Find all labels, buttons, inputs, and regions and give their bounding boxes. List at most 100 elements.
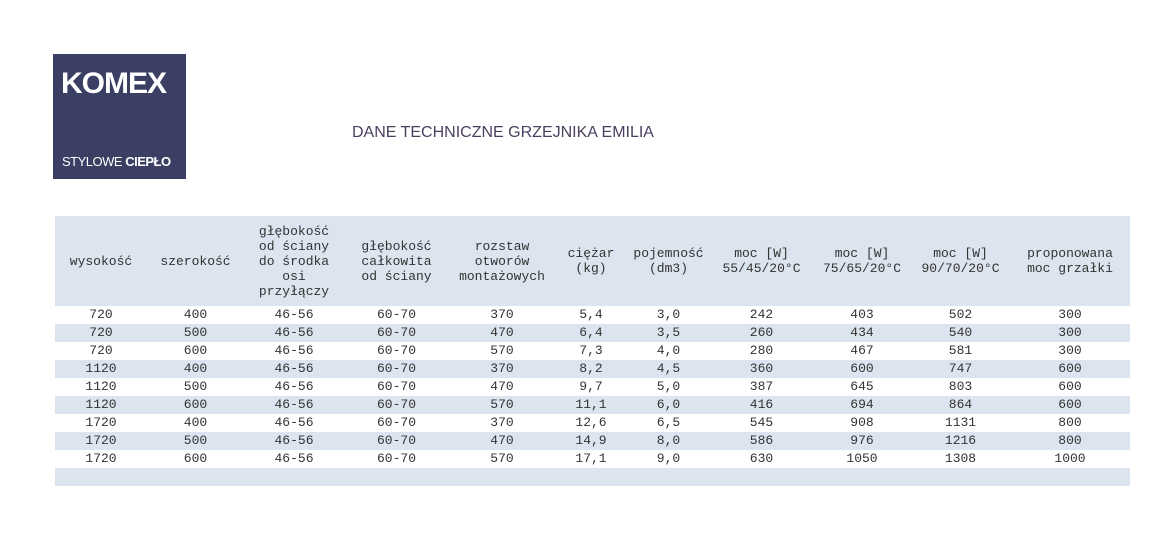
table-cell: 46-56 [274,379,314,394]
table-cell: 387 [749,379,774,394]
table-cell: 400 [147,360,244,378]
table-row: 1120 400 46-56 60-70 370 8,2 4,5 360 600 747 600 [55,360,1130,378]
table-cell: 600 [147,396,244,414]
table-cell: 800 [1058,415,1082,430]
table-cell: 570 [490,451,514,466]
table-cell: 300 [1058,343,1082,358]
table-cell: 581 [948,343,973,358]
table-cell-empty [1010,468,1130,486]
table-cell: 260 [710,324,813,342]
table-cell: 8,2 [555,360,627,378]
table-cell: 280 [749,343,774,358]
table-cell: 470 [490,379,514,394]
table-row: 1720 600 46-56 60-70 570 17,1 9,0 630 1050 1308 10… [55,450,1130,468]
spec-table: wysokość szerokość głębokość od ściany do … [55,216,1130,486]
table-cell: 14,9 [555,432,627,450]
table-cell: 7,3 [579,343,603,358]
table-cell-empty [449,468,555,486]
table-cell: 370 [490,415,514,430]
table-cell: 242 [749,307,774,322]
table-cell: 60-70 [376,343,416,358]
header-cell: wysokość [55,216,147,306]
table-cell: 400 [183,307,208,322]
table-cell: 6,5 [656,415,681,430]
table-cell: 46-56 [274,415,314,430]
table-cell: 5,0 [656,379,681,394]
table-cell: 630 [749,451,774,466]
header-cell: pojemność (dm3) [627,216,710,306]
table-cell: 9,7 [579,379,603,394]
table-cell: 800 [1010,432,1130,450]
header-cell: rozstaw otworów montażowych [449,216,555,306]
table-cell: 17,1 [575,451,607,466]
table-cell-empty [813,468,911,486]
table-cell: 46-56 [274,343,314,358]
table-cell: 46-56 [244,324,344,342]
tagline-light: STYLOWE [62,154,123,169]
table-cell: 540 [911,324,1010,342]
table-cell: 403 [850,307,874,322]
table-cell: 600 [1010,360,1130,378]
table-cell: 46-56 [274,307,314,322]
table-cell: 600 [1010,396,1130,414]
table-cell: 1120 [55,396,147,414]
table-cell: 3,0 [656,307,681,322]
table-cell: 600 [183,343,208,358]
table-cell-empty [147,468,244,486]
table-cell: 60-70 [344,432,449,450]
table-cell: 416 [710,396,813,414]
table-cell: 720 [55,324,147,342]
table-cell: 570 [449,396,555,414]
table-cell: 720 [89,343,113,358]
table-cell: 1308 [944,451,977,466]
table-cell: 976 [813,432,911,450]
table-cell: 470 [449,432,555,450]
table-cell-empty [911,468,1010,486]
table-cell: 570 [490,343,514,358]
table-cell: 9,0 [656,451,681,466]
table-cell: 500 [147,324,244,342]
table-cell: 8,0 [627,432,710,450]
table-cell: 370 [490,307,514,322]
table-cell: 645 [850,379,874,394]
title: DANE TECHNICZNE GRZEJNIKA EMILIA [352,124,654,141]
table-cell: 502 [948,307,973,322]
table-cell: 500 [183,379,208,394]
table-cell: 1120 [55,360,147,378]
header-cell: proponowana moc grzałki [1010,216,1130,306]
table-cell: 46-56 [244,432,344,450]
table-cell: 864 [911,396,1010,414]
table-cell: 545 [749,415,774,430]
table-row: 720 400 46-56 60-70 370 5,4 3,0 242 403 502 300 [55,306,1130,324]
table-row-empty [55,468,1130,486]
table-cell: 60-70 [376,451,416,466]
table-cell: 46-56 [274,451,314,466]
header-cell: moc [W] 55/45/20°C [710,216,813,306]
header-row: wysokość szerokość głębokość od ściany do … [55,216,1130,306]
header-cell: szerokość [147,216,244,306]
table-cell: 600 [813,360,911,378]
table-cell: 360 [710,360,813,378]
table-row: 720 500 46-56 60-70 470 6,4 3,5 260 434 540 300 [55,324,1130,342]
table-cell-empty [55,468,147,486]
table-cell: 908 [850,415,874,430]
table-cell: 1216 [911,432,1010,450]
table-cell: 6,4 [555,324,627,342]
table-cell: 11,1 [555,396,627,414]
table-cell: 720 [89,307,113,322]
table-cell: 694 [813,396,911,414]
table-cell: 46-56 [244,360,344,378]
table-cell-empty [344,468,449,486]
table-row: 1120 600 46-56 60-70 570 11,1 6,0 416 694 864 600 [55,396,1130,414]
table-cell: 1720 [85,415,117,430]
table-cell: 467 [850,343,874,358]
header-cell: ciężar (kg) [555,216,627,306]
logo-brand: KOMEX [61,67,167,100]
logo-tagline: STYLOWE CIEPŁO [62,154,171,169]
table-cell: 1120 [85,379,117,394]
table-cell: 434 [813,324,911,342]
logo: KOMEX STYLOWE CIEPŁO [53,54,186,179]
table-cell: 1000 [1054,451,1086,466]
table-cell: 370 [449,360,555,378]
header-cell: głębokość całkowita od ściany [344,216,449,306]
